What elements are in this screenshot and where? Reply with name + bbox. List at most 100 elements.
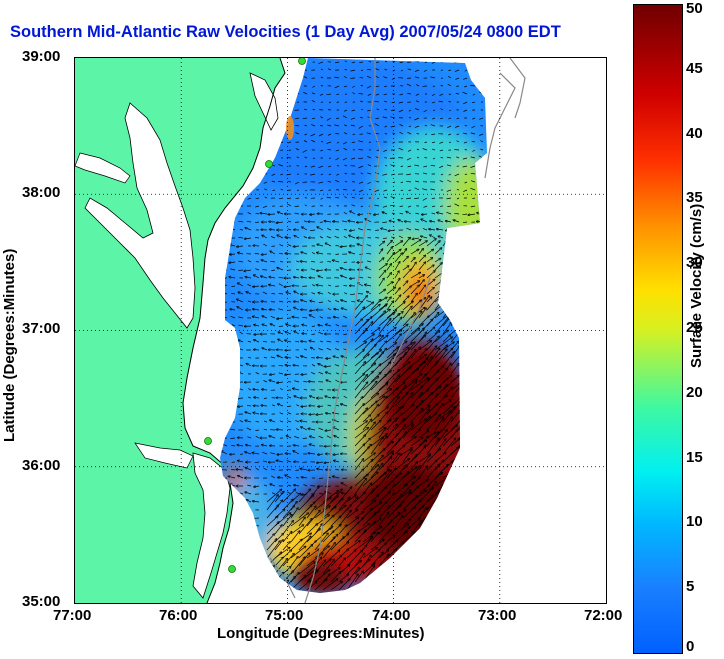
velocity-vector bbox=[400, 165, 404, 167]
velocity-vector bbox=[458, 317, 471, 335]
velocity-vector bbox=[424, 124, 428, 127]
velocity-vector bbox=[474, 272, 481, 279]
velocity-vector bbox=[410, 378, 428, 391]
velocity-vector bbox=[450, 316, 458, 327]
velocity-vector bbox=[311, 261, 316, 263]
velocity-vector bbox=[362, 393, 378, 407]
velocity-vector bbox=[222, 380, 228, 383]
velocity-vector bbox=[462, 213, 468, 216]
velocity-vector bbox=[334, 309, 340, 310]
velocity-vector bbox=[472, 117, 476, 120]
velocity-vector bbox=[378, 451, 393, 463]
velocity-vector bbox=[278, 283, 284, 287]
velocity-vector bbox=[482, 342, 487, 359]
velocity-vector bbox=[346, 495, 356, 503]
velocity-vector bbox=[278, 212, 284, 215]
velocity-vector bbox=[482, 533, 487, 543]
velocity-vector bbox=[474, 549, 484, 559]
velocity-vector bbox=[326, 340, 332, 343]
velocity-vector bbox=[458, 493, 472, 511]
velocity-vector bbox=[400, 197, 404, 200]
velocity-vector bbox=[450, 526, 458, 535]
velocity-vector bbox=[449, 109, 452, 112]
velocity-vector bbox=[426, 265, 434, 271]
velocity-vector bbox=[446, 197, 452, 200]
velocity-vector bbox=[286, 468, 292, 471]
velocity-vector bbox=[426, 271, 435, 279]
station-marker bbox=[204, 437, 212, 445]
velocity-vector bbox=[431, 117, 436, 120]
velocity-vector bbox=[333, 222, 340, 223]
velocity-vector bbox=[418, 416, 430, 431]
velocity-vector bbox=[300, 421, 308, 422]
velocity-vector bbox=[358, 157, 364, 160]
velocity-vector bbox=[474, 521, 487, 535]
velocity-vector bbox=[354, 447, 369, 463]
velocity-vector bbox=[482, 252, 487, 263]
velocity-vector bbox=[277, 356, 284, 359]
velocity-vector bbox=[474, 470, 483, 479]
velocity-vector bbox=[303, 484, 308, 487]
velocity-vector bbox=[466, 373, 477, 383]
velocity-vector bbox=[424, 156, 428, 159]
velocity-vector bbox=[228, 388, 236, 391]
velocity-vector bbox=[335, 324, 340, 327]
velocity-vector bbox=[466, 421, 476, 431]
velocity-vector bbox=[466, 480, 478, 495]
velocity-vector bbox=[450, 462, 462, 479]
velocity-vector bbox=[474, 478, 486, 487]
velocity-vector bbox=[384, 68, 388, 71]
velocity-vector bbox=[304, 189, 308, 192]
velocity-vector bbox=[238, 461, 244, 462]
velocity-vector bbox=[450, 552, 468, 567]
velocity-vector bbox=[360, 69, 364, 72]
velocity-vector bbox=[384, 133, 388, 135]
velocity-vector bbox=[215, 420, 219, 422]
velocity-vector bbox=[326, 324, 332, 327]
velocity-vector bbox=[246, 220, 252, 223]
velocity-vector bbox=[370, 455, 383, 471]
velocity-vector bbox=[456, 197, 460, 200]
velocity-vector bbox=[429, 229, 436, 230]
velocity-vector bbox=[247, 300, 252, 303]
velocity-vector bbox=[392, 60, 396, 63]
velocity-vector bbox=[319, 93, 324, 96]
velocity-vector bbox=[354, 354, 369, 367]
velocity-vector bbox=[349, 252, 356, 255]
velocity-vector bbox=[310, 372, 316, 375]
velocity-vector bbox=[482, 489, 487, 503]
velocity-vector bbox=[384, 109, 388, 111]
velocity-vector bbox=[318, 276, 324, 279]
velocity-vector bbox=[318, 133, 324, 137]
velocity-vector bbox=[458, 389, 466, 399]
velocity-vector bbox=[381, 228, 388, 231]
velocity-vector bbox=[343, 147, 348, 151]
velocity-vector bbox=[334, 76, 340, 79]
velocity-vector bbox=[341, 356, 348, 359]
velocity-vector bbox=[351, 157, 356, 160]
velocity-vector bbox=[287, 405, 292, 407]
velocity-vector bbox=[230, 437, 236, 439]
coastal-hotspot bbox=[286, 116, 294, 140]
velocity-vector bbox=[263, 156, 268, 159]
velocity-vector bbox=[386, 297, 391, 303]
velocity-vector bbox=[354, 319, 362, 327]
velocity-vector bbox=[253, 317, 260, 319]
chesapeake-branch bbox=[75, 152, 131, 184]
velocity-vector bbox=[238, 197, 244, 201]
velocity-vector bbox=[458, 558, 469, 567]
velocity-vector bbox=[343, 229, 348, 231]
velocity-vector bbox=[354, 375, 367, 391]
velocity-vector bbox=[470, 172, 476, 175]
velocity-vector bbox=[310, 229, 316, 231]
velocity-vector bbox=[359, 197, 364, 199]
velocity-vector bbox=[426, 539, 440, 551]
velocity-vector bbox=[410, 438, 423, 447]
velocity-vector bbox=[276, 430, 284, 431]
velocity-vector bbox=[330, 499, 343, 511]
velocity-vector bbox=[286, 108, 292, 111]
velocity-vector bbox=[334, 461, 340, 463]
velocity-vector bbox=[482, 437, 487, 447]
velocity-vector bbox=[343, 428, 348, 431]
velocity-vector bbox=[426, 550, 433, 559]
